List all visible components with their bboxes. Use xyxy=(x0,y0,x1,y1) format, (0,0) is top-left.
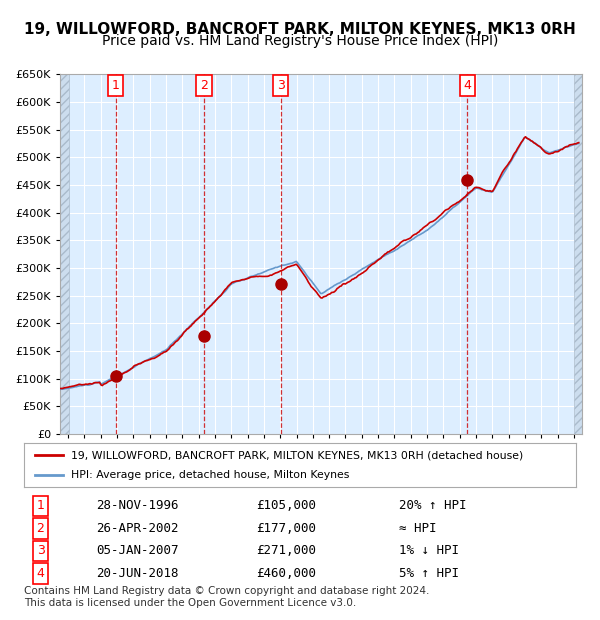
Text: £177,000: £177,000 xyxy=(256,522,316,535)
Text: This data is licensed under the Open Government Licence v3.0.: This data is licensed under the Open Gov… xyxy=(24,598,356,608)
Text: 19, WILLOWFORD, BANCROFT PARK, MILTON KEYNES, MK13 0RH: 19, WILLOWFORD, BANCROFT PARK, MILTON KE… xyxy=(24,22,576,37)
Bar xyxy=(60,74,69,434)
Text: 05-JAN-2007: 05-JAN-2007 xyxy=(96,544,178,557)
Text: 1: 1 xyxy=(37,500,44,513)
Text: Price paid vs. HM Land Registry's House Price Index (HPI): Price paid vs. HM Land Registry's House … xyxy=(102,34,498,48)
Text: 4: 4 xyxy=(463,79,471,92)
Text: 3: 3 xyxy=(37,544,44,557)
Text: 1% ↓ HPI: 1% ↓ HPI xyxy=(400,544,460,557)
Text: ≈ HPI: ≈ HPI xyxy=(400,522,437,535)
Text: 19, WILLOWFORD, BANCROFT PARK, MILTON KEYNES, MK13 0RH (detached house): 19, WILLOWFORD, BANCROFT PARK, MILTON KE… xyxy=(71,451,523,461)
Text: 20-JUN-2018: 20-JUN-2018 xyxy=(96,567,178,580)
Text: £460,000: £460,000 xyxy=(256,567,316,580)
Text: 2: 2 xyxy=(200,79,208,92)
Bar xyxy=(60,74,68,434)
Text: £271,000: £271,000 xyxy=(256,544,316,557)
Text: 26-APR-2002: 26-APR-2002 xyxy=(96,522,178,535)
Text: 2: 2 xyxy=(37,522,44,535)
Text: 28-NOV-1996: 28-NOV-1996 xyxy=(96,500,178,513)
Text: 3: 3 xyxy=(277,79,284,92)
Text: HPI: Average price, detached house, Milton Keynes: HPI: Average price, detached house, Milt… xyxy=(71,469,349,479)
Text: Contains HM Land Registry data © Crown copyright and database right 2024.: Contains HM Land Registry data © Crown c… xyxy=(24,586,430,596)
Text: 20% ↑ HPI: 20% ↑ HPI xyxy=(400,500,467,513)
Text: £105,000: £105,000 xyxy=(256,500,316,513)
Text: 5% ↑ HPI: 5% ↑ HPI xyxy=(400,567,460,580)
Text: 1: 1 xyxy=(112,79,119,92)
Text: 4: 4 xyxy=(37,567,44,580)
Bar xyxy=(574,74,582,434)
